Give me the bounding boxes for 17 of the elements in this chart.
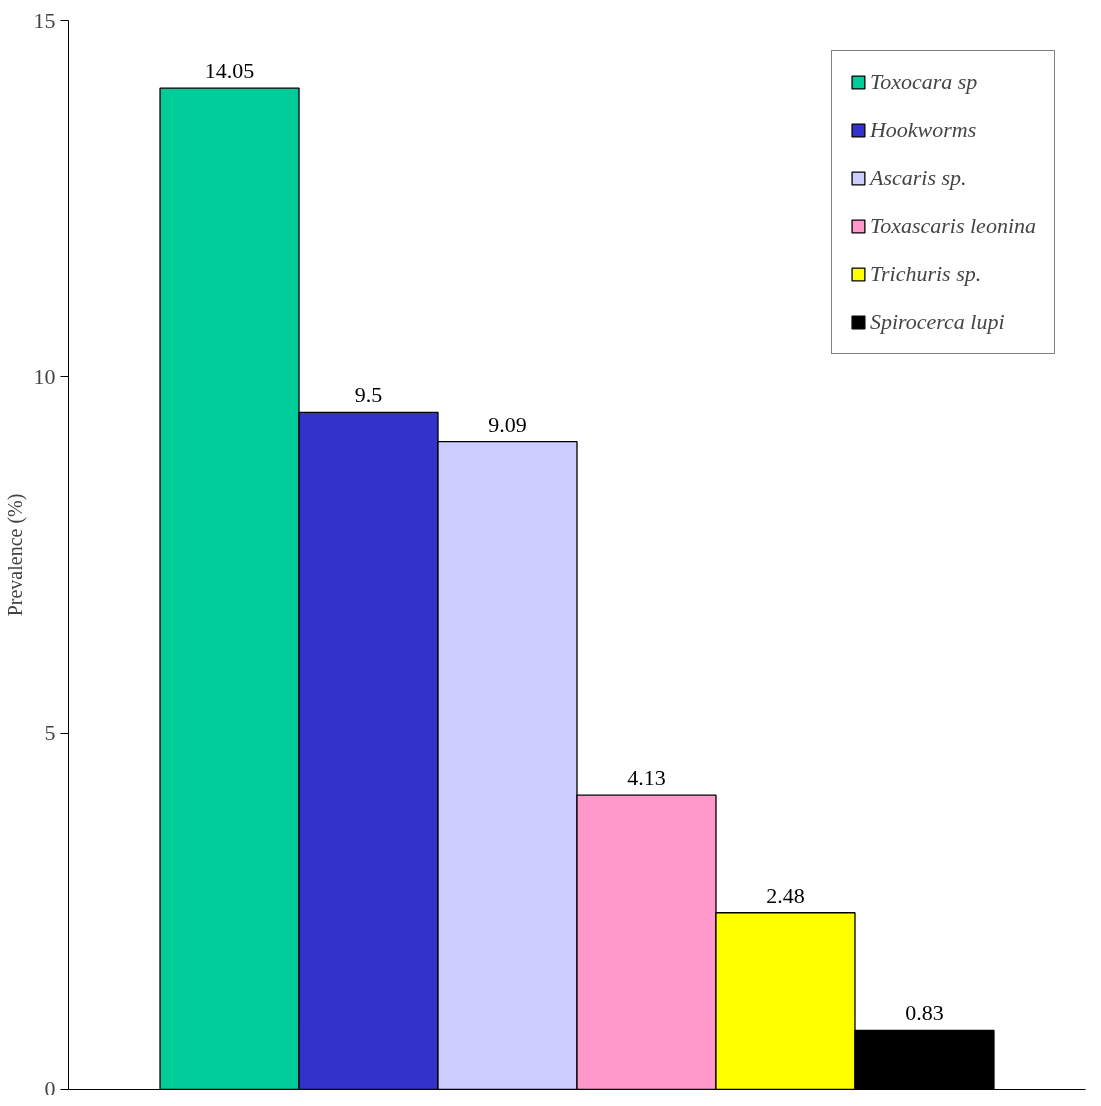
y-tick-label: 10 — [33, 363, 56, 389]
data-label: 14.05 — [204, 58, 255, 84]
data-label: 4.13 — [627, 765, 666, 791]
y-axis-title: Prevalence (%) — [3, 493, 27, 617]
data-label: 9.5 — [354, 382, 383, 408]
legend-label: Hookworms — [869, 117, 977, 143]
data-label: 9.09 — [488, 411, 527, 437]
legend-label: Ascaris sp. — [869, 165, 967, 191]
legend-label: Spirocerca lupi — [869, 309, 1005, 335]
y-tick-label: 15 — [33, 7, 56, 33]
y-tick-label: 0 — [44, 1075, 56, 1101]
legend-label: Trichuris sp. — [869, 261, 982, 287]
y-tick-label: 5 — [44, 720, 56, 746]
legend-label: Toxocara sp — [869, 69, 978, 95]
data-label: 0.83 — [905, 1000, 944, 1026]
data-label: 2.48 — [766, 882, 805, 908]
legend-label: Toxascaris leonina — [869, 213, 1036, 239]
